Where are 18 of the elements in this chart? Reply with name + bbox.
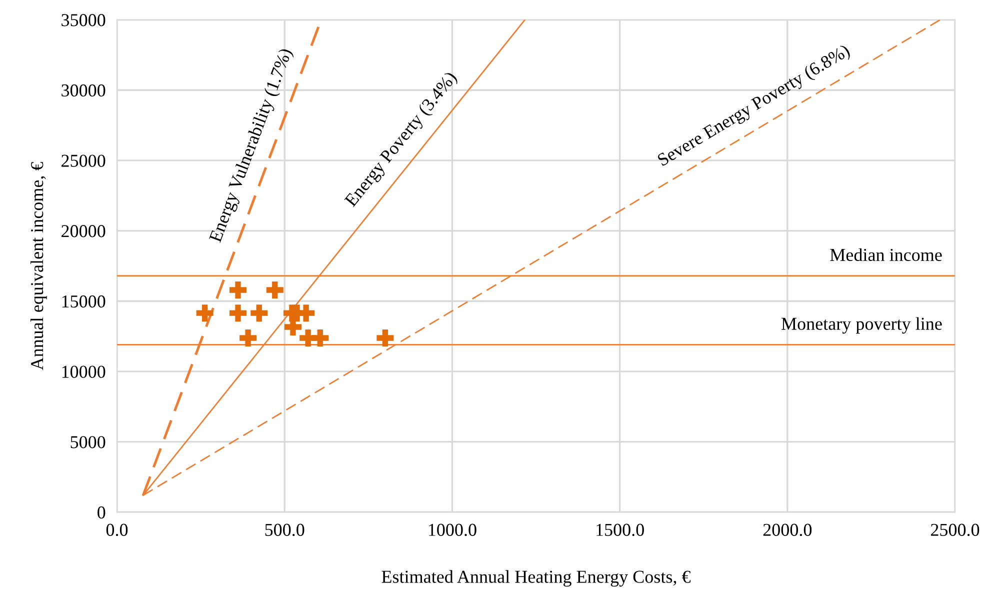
x-axis-title: Estimated Annual Heating Energy Costs, € (382, 570, 691, 587)
ref-line-label: Median income (830, 248, 942, 262)
y-axis-title: Annual equivalent income, € (30, 162, 47, 370)
y-tick-label: 20000 (62, 225, 106, 238)
x-tick-label: 2000.0 (763, 524, 812, 536)
y-tick-label: 25000 (62, 154, 106, 167)
x-tick-label: 500.0 (265, 524, 304, 536)
ref-line-label: Monetary poverty line (781, 317, 942, 334)
y-tick-label: 0 (98, 506, 106, 519)
y-tick-label: 15000 (62, 295, 106, 308)
x-tick-label: 2500.0 (930, 524, 980, 536)
x-tick-label: 1500.0 (596, 524, 644, 536)
x-tick-label: 0.0 (106, 524, 128, 536)
y-tick-label: 30000 (62, 84, 106, 97)
y-tick-label: 5000 (70, 436, 106, 448)
x-tick-label: 1000.0 (428, 524, 476, 536)
y-tick-label: 10000 (62, 366, 106, 378)
y-tick-label: 35000 (62, 14, 106, 26)
